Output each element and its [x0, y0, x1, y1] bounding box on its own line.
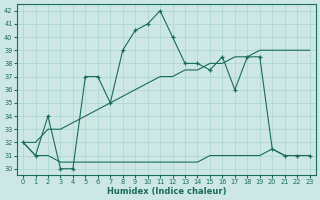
X-axis label: Humidex (Indice chaleur): Humidex (Indice chaleur) [107, 187, 226, 196]
